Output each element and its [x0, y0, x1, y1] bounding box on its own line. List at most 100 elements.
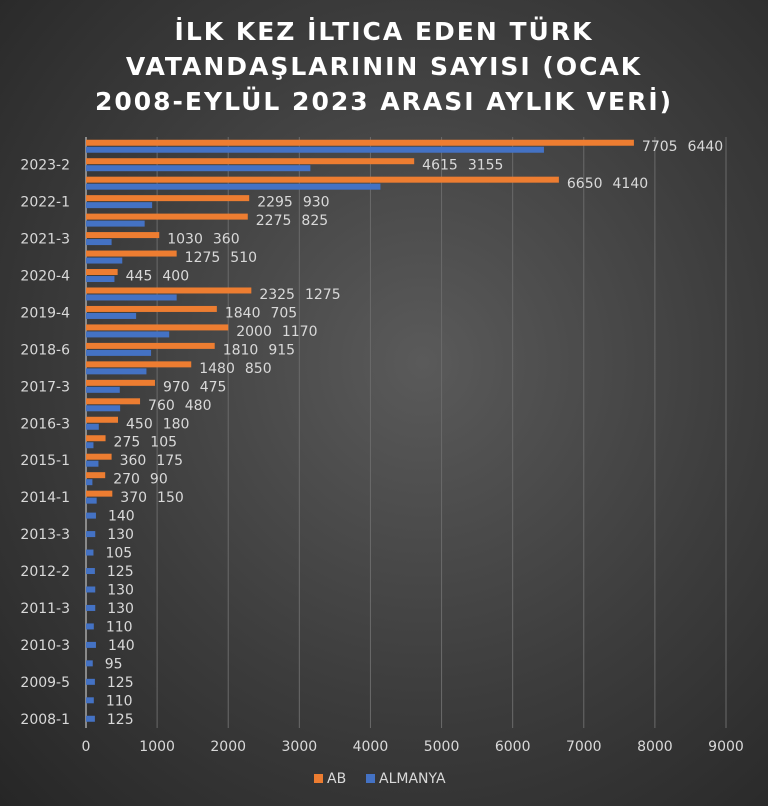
bar-almanya	[86, 460, 99, 467]
bar-ab	[86, 195, 250, 202]
bar-ab	[86, 472, 106, 479]
data-label-almanya: 105	[150, 435, 177, 451]
data-label-almanya: 90	[150, 472, 168, 488]
y-tick-label: 2008-1	[20, 712, 70, 728]
bar-almanya	[86, 623, 94, 630]
data-label-almanya: 110	[106, 619, 133, 635]
bar-ab	[86, 379, 155, 386]
bar-almanya	[86, 678, 95, 685]
bar-almanya	[86, 531, 96, 538]
y-tick-label: 2015-1	[20, 453, 70, 469]
bar-almanya	[86, 715, 95, 722]
x-tick-label: 0	[82, 739, 91, 755]
bar-almanya	[86, 239, 112, 246]
bar-ab	[86, 250, 177, 257]
bar-almanya	[86, 386, 120, 393]
bar-almanya	[86, 660, 93, 667]
data-label-ab: 270	[113, 472, 140, 488]
bar-almanya	[86, 276, 115, 283]
data-label-almanya: 850	[245, 361, 272, 377]
data-label-almanya: 1170	[282, 324, 318, 340]
bar-almanya	[86, 586, 96, 593]
bar-almanya	[86, 568, 95, 575]
data-label-almanya: 400	[162, 269, 189, 285]
data-label-almanya: 6440	[688, 139, 724, 155]
bar-ab	[86, 398, 141, 405]
data-label-almanya: 4140	[613, 176, 649, 192]
legend-label-almanya: ALMANYA	[379, 771, 446, 787]
y-tick-label: 2020-4	[20, 269, 70, 285]
bar-almanya	[86, 202, 153, 209]
data-label-almanya: 510	[230, 250, 257, 266]
y-tick-label: 2023-2	[20, 158, 70, 174]
data-label-ab: 1275	[185, 250, 221, 266]
y-tick-label: 2014-1	[20, 490, 70, 506]
bar-almanya	[86, 349, 152, 356]
bar-almanya	[86, 697, 94, 704]
data-label-ab: 760	[148, 398, 175, 414]
bar-almanya	[86, 641, 96, 648]
data-label-ab: 2275	[256, 213, 292, 229]
y-tick-label: 2011-3	[20, 601, 70, 617]
data-label-almanya: 125	[107, 564, 134, 580]
x-tick-label: 6000	[495, 739, 531, 755]
y-tick-label: 2018-6	[20, 342, 70, 358]
data-label-almanya: 105	[105, 546, 132, 562]
data-label-almanya: 360	[213, 232, 240, 248]
data-label-almanya: 825	[301, 213, 328, 229]
data-label-almanya: 140	[108, 638, 135, 654]
data-label-ab: 2000	[236, 324, 272, 340]
data-label-almanya: 3155	[468, 158, 504, 174]
bar-almanya	[86, 257, 123, 264]
y-tick-label: 2012-2	[20, 564, 70, 580]
chart-title: İLK KEZ İLTICA EDEN TÜRK VATANDAŞLARININ…	[0, 14, 768, 119]
data-label-almanya: 95	[105, 656, 123, 672]
data-label-almanya: 930	[303, 195, 330, 211]
data-label-ab: 4615	[422, 158, 458, 174]
x-tick-label: 8000	[637, 739, 673, 755]
data-label-almanya: 125	[107, 712, 134, 728]
bar-almanya	[86, 368, 147, 375]
bar-ab	[86, 139, 634, 146]
data-label-ab: 275	[114, 435, 141, 451]
data-label-ab: 6650	[567, 176, 603, 192]
data-label-ab: 1030	[167, 232, 203, 248]
data-label-ab: 360	[120, 453, 147, 469]
bar-ab	[86, 361, 192, 368]
y-tick-label: 2021-3	[20, 232, 70, 248]
bar-almanya	[86, 442, 94, 449]
bar-ab	[86, 232, 160, 239]
data-label-almanya: 475	[200, 379, 227, 395]
bar-ab	[86, 490, 113, 497]
bar-almanya	[86, 549, 94, 556]
data-label-almanya: 125	[107, 675, 134, 691]
y-tick-label: 2010-3	[20, 638, 70, 654]
data-label-ab: 970	[163, 379, 190, 395]
legend-swatch-ab	[314, 774, 323, 783]
y-tick-label: 2009-5	[20, 675, 70, 691]
bar-ab	[86, 158, 415, 165]
x-tick-label: 9000	[708, 739, 744, 755]
data-label-ab: 1810	[223, 342, 259, 358]
data-label-ab: 445	[126, 269, 153, 285]
data-label-almanya: 110	[106, 693, 133, 709]
data-label-almanya: 915	[268, 342, 295, 358]
data-label-ab: 1480	[199, 361, 235, 377]
y-tick-label: 2016-3	[20, 416, 70, 432]
data-label-almanya: 180	[163, 416, 190, 432]
bar-ab	[86, 435, 106, 442]
bar-almanya	[86, 423, 99, 430]
bar-almanya	[86, 497, 97, 504]
bar-almanya	[86, 512, 96, 519]
data-label-ab: 7705	[642, 139, 678, 155]
y-tick-label: 2022-1	[20, 195, 70, 211]
bar-ab	[86, 453, 112, 460]
bar-almanya	[86, 312, 137, 319]
bar-ab	[86, 269, 118, 276]
x-tick-label: 2000	[210, 739, 246, 755]
y-tick-label: 2013-3	[20, 527, 70, 543]
bar-almanya	[86, 604, 96, 611]
bar-almanya	[86, 220, 145, 227]
data-label-almanya: 130	[107, 582, 134, 598]
